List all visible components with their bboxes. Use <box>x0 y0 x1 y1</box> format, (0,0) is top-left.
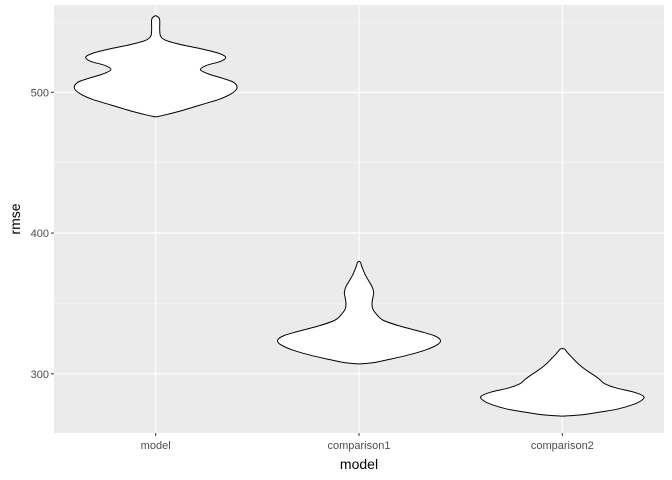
y-tick-label: 500 <box>31 87 49 99</box>
violin-model <box>73 14 238 118</box>
y-axis-ticks: 300 400 500 <box>31 87 54 381</box>
x-axis-title: model <box>340 456 378 472</box>
violin-comparison1 <box>276 260 442 365</box>
y-tick-label: 300 <box>31 369 49 381</box>
x-axis-ticks: model comparison1 comparison2 <box>141 433 594 452</box>
x-tick-label-model: model <box>141 440 171 452</box>
y-axis-title: rmse <box>7 203 23 234</box>
x-tick-label-comparison2: comparison2 <box>531 440 594 452</box>
x-tick-label-comparison1: comparison1 <box>328 440 391 452</box>
violin-comparison2 <box>480 348 645 417</box>
y-tick-label: 400 <box>31 228 49 240</box>
violins-group <box>73 14 645 417</box>
